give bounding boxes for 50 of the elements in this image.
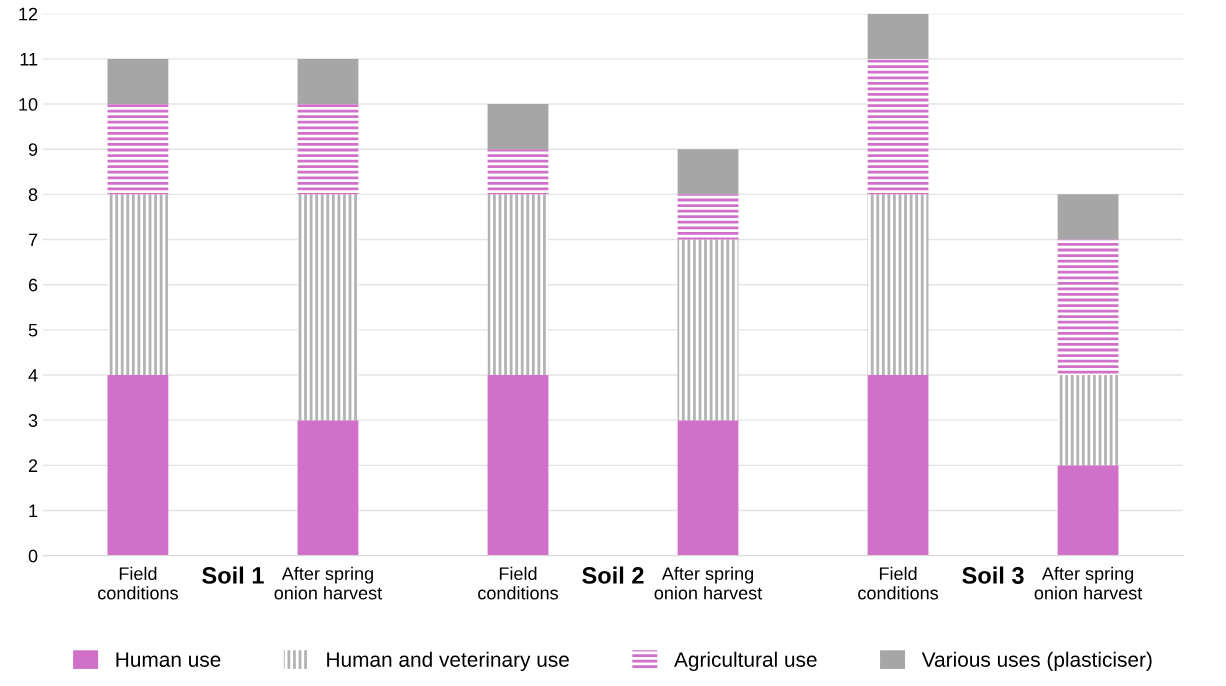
bar [1057,239,1119,376]
legend-label: Human and veterinary use [327,651,569,672]
y-tick-label: 11 [20,53,38,66]
bar [487,194,549,376]
bar [297,420,359,556]
y-tick-label: 12 [19,7,38,21]
x-tick-label: Field conditions [858,566,939,600]
legend-label: Human use [116,652,221,667]
y-tick-label: 5 [28,323,38,337]
y-tick-label: 3 [28,414,38,427]
y-tick-label: 2 [28,459,38,472]
y-tick-label: 6 [28,278,38,292]
bar [677,149,739,195]
y-tick-label: 4 [28,369,38,382]
bar [677,420,739,556]
y-tick-label: 0 [28,549,38,563]
text: Soil 1 [202,566,264,584]
bar [487,149,549,195]
text: Soil 2 [582,566,644,584]
bar [107,58,169,105]
bar [297,104,359,195]
bar [107,194,169,376]
bar [1057,194,1119,240]
bar [107,104,169,195]
x-tick-label: Field conditions [98,566,178,600]
bar [867,375,929,556]
bar [867,13,929,59]
y-tick-label: 10 [19,97,38,111]
bar [677,194,739,240]
y-tick-label: 7 [28,233,38,247]
bar [297,194,359,421]
bar [487,375,549,556]
x-tick-label: Field conditions [478,566,558,600]
y-tick-label: 8 [28,188,38,202]
bar [487,104,549,150]
bar [1057,465,1119,556]
bar [297,58,359,105]
bar [107,375,169,556]
legend-label: Various uses (plasticiser) [921,651,1152,672]
bar [1057,375,1119,466]
y-tick-label: 9 [28,143,38,156]
bar [867,194,929,376]
legend-label: Agricultural use [674,651,817,672]
x-tick-label: After spring onion harvest [654,566,763,600]
text: Soil 3 [962,566,1024,584]
bar [867,58,929,195]
x-tick-label: After spring onion harvest [274,566,383,600]
y-tick-label: 1 [29,504,38,518]
x-tick-label: After spring onion harvest [1034,566,1143,600]
bar [677,239,739,421]
